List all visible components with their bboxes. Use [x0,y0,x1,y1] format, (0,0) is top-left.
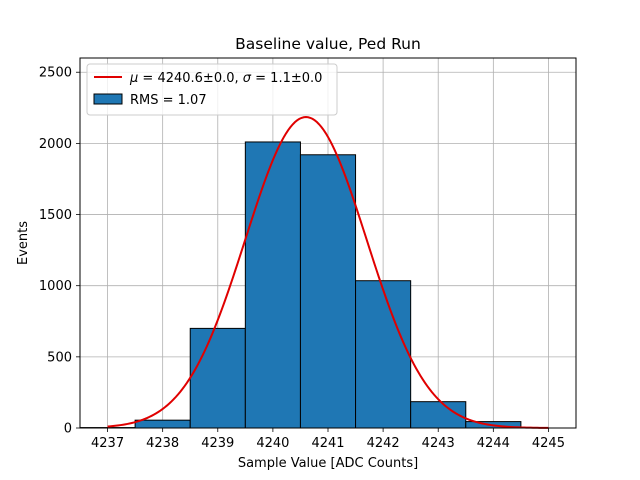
x-tick-label: 4239 [201,436,234,451]
histogram-bar [355,280,412,429]
legend-histogram-swatch [93,93,123,105]
legend: μ = 4240.6±0.0, σ = 1.1±0.0 RMS = 1.07 [86,63,338,116]
y-tick-label: 2500 [39,66,72,81]
y-tick-label: 0 [64,422,72,437]
x-tick-label: 4238 [146,436,179,451]
fit-curve [107,116,549,429]
legend-fit-label: μ = 4240.6±0.0, σ = 1.1±0.0 [129,71,322,86]
chart-title: Baseline value, Ped Run [235,35,421,53]
y-tick-label: 500 [47,350,72,365]
histogram-bar [189,327,246,429]
x-tick-label: 4242 [367,436,400,451]
legend-histogram-label: RMS = 1.07 [130,93,207,108]
x-tick-label: 4241 [311,436,344,451]
histogram-bars [79,141,522,429]
x-tick-label: 4244 [477,436,510,451]
gaussian-fit [107,116,549,429]
y-axis-ticks: 0 500 1000 1500 2000 2500 [39,66,80,437]
legend-fit-mu: μ [129,71,138,86]
x-tick-label: 4240 [256,436,289,451]
y-axis-label: Events [16,221,31,265]
histogram-bar [299,154,357,429]
histogram-bar [244,141,301,429]
x-tick-label: 4243 [422,436,455,451]
y-tick-label: 2000 [39,137,72,152]
y-tick-label: 1500 [39,208,72,223]
legend-fit-sigma-value: = 1.1±0.0 [251,71,322,86]
legend-fit-sigma: σ [243,71,252,86]
y-tick-label: 1000 [39,279,72,294]
x-tick-label: 4237 [91,436,124,451]
x-axis-ticks: 4237 4238 4239 4240 4241 4242 4243 4244 4245 [91,428,565,451]
x-tick-label: 4245 [532,436,565,451]
histogram-bar [134,419,191,429]
legend-box [86,63,338,116]
legend-fit-mu-value: = 4240.6±0.0, [138,71,242,86]
x-axis-label: Sample Value [ADC Counts] [238,456,418,471]
